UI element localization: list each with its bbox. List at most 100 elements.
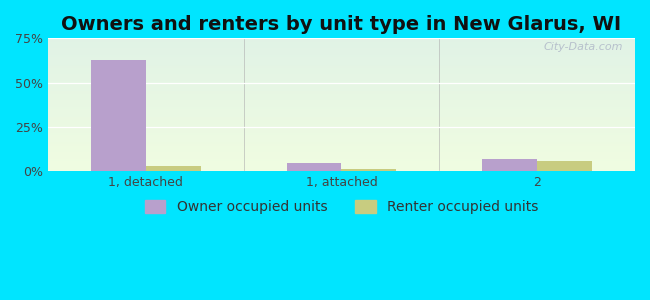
Bar bbox=[48, 140, 635, 141]
Bar bbox=[48, 158, 635, 159]
Bar bbox=[341, 169, 396, 171]
Bar bbox=[48, 45, 635, 46]
Bar bbox=[48, 116, 635, 117]
Bar bbox=[48, 51, 635, 52]
Bar bbox=[48, 128, 635, 129]
Bar bbox=[48, 46, 635, 47]
Bar bbox=[48, 111, 635, 112]
Bar bbox=[48, 76, 635, 77]
Bar bbox=[48, 139, 635, 140]
Bar bbox=[48, 39, 635, 40]
Bar bbox=[48, 95, 635, 96]
Bar bbox=[48, 129, 635, 130]
Bar bbox=[48, 65, 635, 66]
Bar bbox=[48, 96, 635, 97]
Bar bbox=[48, 69, 635, 70]
Bar bbox=[48, 67, 635, 68]
Bar bbox=[48, 105, 635, 106]
Bar bbox=[48, 113, 635, 114]
Bar bbox=[48, 152, 635, 153]
Bar bbox=[48, 163, 635, 164]
Bar bbox=[48, 157, 635, 158]
Bar bbox=[48, 166, 635, 167]
Bar bbox=[48, 62, 635, 63]
Bar bbox=[48, 54, 635, 55]
Bar bbox=[48, 170, 635, 171]
Bar bbox=[48, 155, 635, 156]
Bar bbox=[48, 87, 635, 88]
Bar bbox=[48, 104, 635, 105]
Bar bbox=[48, 102, 635, 103]
Bar bbox=[48, 77, 635, 78]
Bar bbox=[48, 86, 635, 87]
Bar bbox=[48, 110, 635, 111]
Bar bbox=[48, 100, 635, 101]
Bar bbox=[48, 66, 635, 67]
Bar bbox=[48, 53, 635, 54]
Bar bbox=[48, 167, 635, 168]
Bar bbox=[48, 108, 635, 109]
Bar bbox=[48, 119, 635, 120]
Legend: Owner occupied units, Renter occupied units: Owner occupied units, Renter occupied un… bbox=[139, 195, 544, 220]
Bar bbox=[48, 72, 635, 73]
Bar bbox=[48, 138, 635, 139]
Bar bbox=[48, 131, 635, 132]
Bar bbox=[48, 168, 635, 169]
Bar bbox=[48, 64, 635, 65]
Bar bbox=[146, 166, 200, 171]
Bar bbox=[48, 85, 635, 86]
Bar bbox=[48, 42, 635, 43]
Bar bbox=[48, 169, 635, 170]
Bar bbox=[48, 148, 635, 149]
Bar bbox=[48, 61, 635, 62]
Bar bbox=[48, 57, 635, 58]
Bar bbox=[48, 159, 635, 160]
Bar bbox=[48, 40, 635, 41]
Bar bbox=[48, 89, 635, 90]
Bar bbox=[48, 162, 635, 163]
Bar bbox=[48, 75, 635, 76]
Bar bbox=[48, 132, 635, 133]
Bar bbox=[48, 156, 635, 157]
Bar bbox=[48, 98, 635, 99]
Bar bbox=[48, 164, 635, 165]
Bar bbox=[482, 159, 537, 171]
Bar bbox=[48, 130, 635, 131]
Bar bbox=[48, 106, 635, 107]
Bar bbox=[48, 38, 635, 39]
Bar bbox=[48, 84, 635, 85]
Bar bbox=[48, 82, 635, 83]
Bar bbox=[48, 47, 635, 48]
Bar bbox=[91, 59, 146, 171]
Bar bbox=[48, 74, 635, 75]
Bar bbox=[48, 49, 635, 50]
Bar bbox=[48, 71, 635, 72]
Bar bbox=[48, 150, 635, 151]
Bar bbox=[48, 165, 635, 166]
Bar bbox=[48, 103, 635, 104]
Bar bbox=[48, 135, 635, 136]
Bar bbox=[48, 117, 635, 118]
Bar bbox=[48, 109, 635, 110]
Bar bbox=[48, 63, 635, 64]
Bar bbox=[48, 115, 635, 116]
Bar bbox=[48, 85, 635, 86]
Bar bbox=[48, 136, 635, 137]
Bar bbox=[48, 124, 635, 125]
Bar bbox=[48, 90, 635, 91]
Bar bbox=[48, 107, 635, 108]
Bar bbox=[48, 114, 635, 115]
Text: City-Data.com: City-Data.com bbox=[544, 42, 623, 52]
Bar bbox=[48, 142, 635, 143]
Bar bbox=[48, 97, 635, 98]
Bar bbox=[48, 137, 635, 138]
Bar bbox=[48, 99, 635, 100]
Bar bbox=[48, 143, 635, 144]
Bar bbox=[48, 61, 635, 62]
Bar bbox=[48, 160, 635, 161]
Bar bbox=[48, 145, 635, 146]
Bar bbox=[48, 144, 635, 145]
Bar bbox=[48, 118, 635, 119]
Bar bbox=[48, 79, 635, 80]
Bar bbox=[48, 151, 635, 152]
